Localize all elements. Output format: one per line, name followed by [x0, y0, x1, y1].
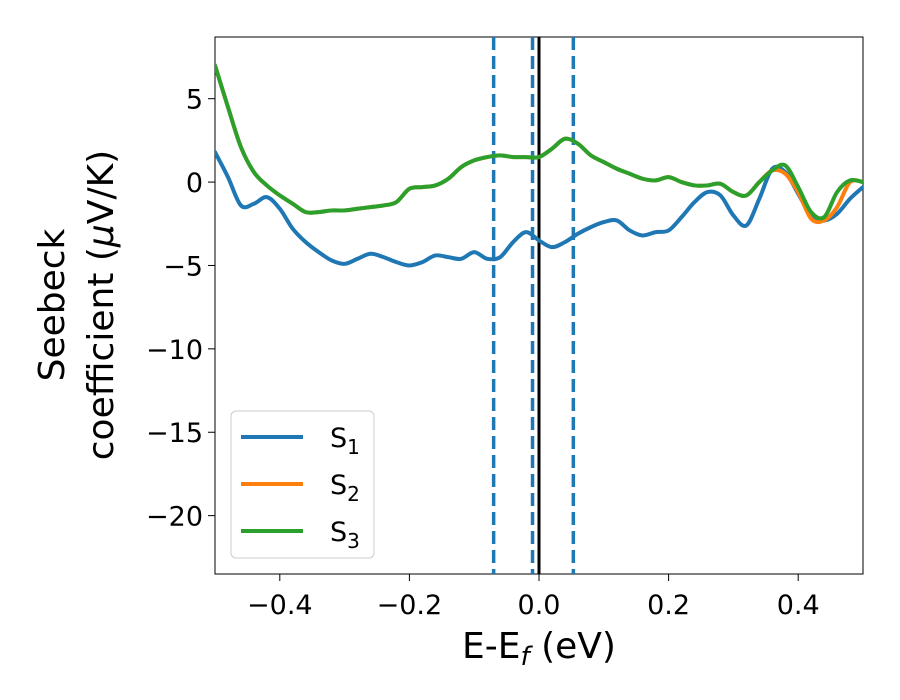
- series-line-s1: [215, 150, 863, 268]
- y-tick-label: 5: [186, 85, 203, 116]
- y-tick-label: −10: [146, 335, 203, 366]
- legend-label-s2: S2: [330, 470, 360, 506]
- y-axis-label-line1: Seebeck: [32, 228, 73, 381]
- x-tick-label: −0.2: [377, 590, 443, 621]
- x-tick-label: 0.4: [777, 590, 820, 621]
- x-tick-label: 0.2: [647, 590, 690, 621]
- x-axis-label: E-Ef (eV): [462, 626, 616, 672]
- y-tick-label: 0: [186, 168, 203, 199]
- y-axis-label-line2: coefficient (μV/K): [81, 150, 122, 460]
- x-tick-label: 0.0: [518, 590, 561, 621]
- y-tick-label: −5: [163, 251, 203, 282]
- y-tick-label: −20: [146, 502, 203, 533]
- legend: S1 S2 S3: [230, 410, 375, 559]
- legend-label-s1: S1: [330, 423, 360, 459]
- series-line-s3: [215, 63, 863, 221]
- legend-label-s3: S3: [330, 517, 360, 553]
- x-tick-label: −0.4: [247, 590, 313, 621]
- y-tick-label: −15: [146, 418, 203, 449]
